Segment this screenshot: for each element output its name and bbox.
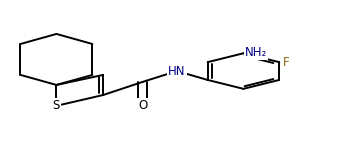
- Text: O: O: [138, 99, 147, 112]
- Text: NH₂: NH₂: [245, 46, 268, 59]
- Text: F: F: [283, 56, 290, 69]
- Text: HN: HN: [168, 65, 186, 78]
- Text: S: S: [53, 99, 60, 112]
